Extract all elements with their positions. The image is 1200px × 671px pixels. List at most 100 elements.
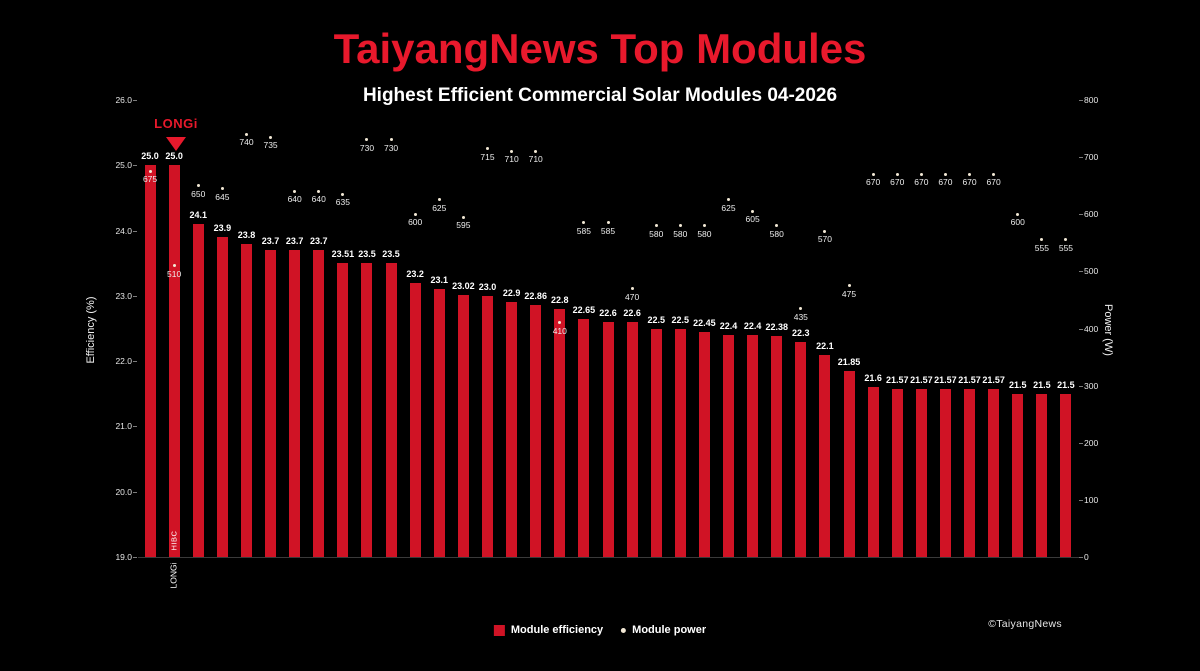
power-value-label: 435 [793,311,808,322]
power-value-label: 670 [866,177,881,188]
copyright-text: ©TaiyangNews [988,618,1062,630]
bar-inner-label: HIBC [169,530,179,551]
efficiency-value-label: 23.7 [285,236,304,247]
power-dot [919,172,923,176]
efficiency-bar [481,295,493,557]
power-value-label: 510 [167,268,182,279]
efficiency-bar [361,263,373,557]
power-dot [437,198,441,202]
tick-mark [133,100,137,101]
power-dot [220,187,224,191]
legend: Module efficiency Module power [493,624,706,636]
efficiency-swatch-icon [493,624,505,636]
tick-mark [1079,499,1083,501]
power-value-label: 670 [890,177,905,188]
power-value-label: 670 [938,177,953,188]
power-dot [847,284,851,288]
x-axis-line [138,557,1079,558]
efficiency-value-label: 22.5 [647,314,665,325]
efficiency-bar [1036,393,1048,557]
y-axis-right-tick-label: 400 [1084,323,1099,334]
power-value-label: 650 [191,188,206,199]
efficiency-bar [192,224,204,557]
power-dot [702,224,706,228]
power-dot [148,169,152,173]
power-dot [196,184,200,188]
power-dot [244,132,248,136]
efficiency-bar [964,389,976,557]
efficiency-value-label: 23.5 [358,249,376,260]
efficiency-bar [867,387,879,557]
efficiency-value-label: 22.6 [623,307,641,318]
y-axis-left-tick-label: 26.0 [115,95,132,105]
power-dot [895,172,899,176]
efficiency-value-label: 23.1 [430,275,449,286]
legend-item-power: Module power [621,624,706,636]
y-axis-right-tick-label: 800 [1084,95,1099,105]
efficiency-value-label: 24.1 [189,210,208,221]
power-dot [751,209,755,213]
efficiency-value-label: 22.6 [599,307,617,318]
x-axis-tick-label: LONGi [168,562,179,589]
power-value-label: 715 [480,151,495,162]
y-axis-right-tick-label: 100 [1084,494,1099,505]
tick-mark [133,557,137,558]
power-value-label: 710 [504,154,519,165]
y-axis-left-tick-label: 20.0 [115,486,132,497]
power-value-label: 595 [456,220,471,231]
power-value-label: 670 [986,177,1001,188]
power-value-label: 475 [841,288,857,299]
tick-mark [1079,271,1083,273]
power-value-label: 645 [215,191,230,202]
efficiency-bar [602,321,614,557]
power-value-label: 410 [552,325,567,336]
efficiency-value-label: 21.85 [837,356,861,367]
power-dot [606,221,610,225]
efficiency-bar [554,308,566,557]
tick-mark [1079,385,1083,387]
efficiency-value-label: 23.02 [452,280,475,291]
y-axis-right-tick-label: 0 [1084,552,1089,562]
efficiency-bar [915,389,927,557]
efficiency-bar [1012,393,1024,557]
power-value-label: 730 [383,142,399,153]
power-value-label: 625 [721,202,736,213]
efficiency-value-label: 22.1 [816,340,834,351]
efficiency-value-label: 21.5 [1008,379,1027,390]
efficiency-value-label: 21.5 [1057,379,1075,390]
power-value-label: 580 [769,228,784,239]
efficiency-bar [891,389,903,557]
efficiency-bar [265,250,277,557]
tick-mark [1079,442,1083,444]
efficiency-bar [457,294,469,557]
efficiency-bar [626,321,638,557]
power-dot [678,224,682,228]
y-axis-left-tick-label: 24.0 [115,225,132,236]
y-axis-left-tick-label: 23.0 [115,290,132,301]
power-value-label: 640 [311,194,326,205]
efficiency-bar [144,165,156,557]
efficiency-bar [216,237,228,557]
y-axis-left-tick-label: 22.0 [115,356,132,367]
power-value-label: 580 [673,228,688,239]
power-value-label: 675 [142,174,158,185]
power-dot [510,149,514,153]
legend-label-efficiency: Module efficiency [510,624,604,636]
efficiency-value-label: 22.9 [502,288,521,299]
efficiency-bar [674,328,686,557]
power-dot [968,172,972,176]
tick-mark [133,361,137,363]
efficiency-value-label: 22.4 [743,321,762,332]
power-dot [293,189,297,193]
y-axis-left-tick-label: 19.0 [115,552,132,562]
efficiency-bar [843,370,855,557]
power-value-label: 600 [1010,217,1025,228]
power-dot [317,189,321,193]
efficiency-value-label: 22.65 [572,304,596,315]
efficiency-value-label: 23.0 [478,281,497,292]
tick-mark [1079,157,1083,159]
efficiency-value-label: 23.9 [213,223,232,234]
efficiency-bar [313,250,325,557]
power-dot [389,138,393,142]
power-value-label: 570 [817,234,833,245]
